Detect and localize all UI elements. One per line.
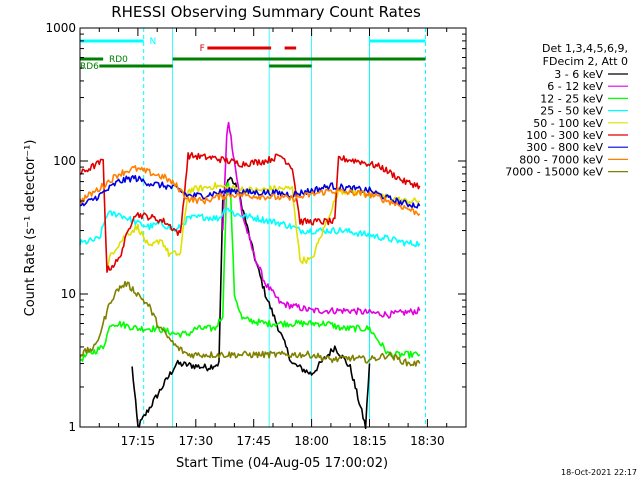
x-axis-label: Start Time (04-Aug-05 17:00:02) <box>176 456 388 471</box>
x-tick-label-2: 17:45 <box>236 434 271 448</box>
series-line-3 <box>79 207 421 248</box>
legend-entry-label-1: 6 - 12 keV <box>547 80 603 93</box>
x-tick-label-4: 18:15 <box>352 434 387 448</box>
axes: 1 10 100 1000 17:15 17:30 17:45 18:00 18:15 18:30 <box>45 21 466 448</box>
series-line-5 <box>79 152 421 273</box>
state-bar-label-f: F <box>200 44 205 54</box>
state-bar-label-n: N <box>149 37 156 47</box>
y-tick-label-3: 1000 <box>45 21 76 35</box>
legend-entry-label-5: 100 - 300 keV <box>526 129 603 142</box>
series-line-2 <box>79 182 421 362</box>
legend-entry-label-0: 3 - 6 keV <box>554 68 603 81</box>
x-tick-label-5: 18:30 <box>410 434 445 448</box>
x-tick-label-3: 18:00 <box>294 434 329 448</box>
state-bar-label-rd6: RD6 <box>80 62 99 72</box>
legend-header-line-1: Det 1,3,4,5,6,9, <box>542 42 628 55</box>
legend-entry-label-6: 300 - 800 keV <box>526 141 603 154</box>
legend-entry-label-8: 7000 - 15000 keV <box>505 166 603 179</box>
legend-header-line-2: FDecim 2, Att 0 <box>543 55 628 68</box>
y-tick-label-2: 100 <box>53 154 76 168</box>
plot-area: N F RD0 RD6 <box>79 28 426 430</box>
series-line-1 <box>222 121 421 319</box>
y-tick-label-0: 1 <box>68 420 76 434</box>
x-tick-label-0: 17:15 <box>121 434 156 448</box>
legend-entry-label-2: 12 - 25 keV <box>540 92 603 105</box>
series-line-7 <box>79 165 421 216</box>
legend: Det 1,3,4,5,6,9, FDecim 2, Att 0 3 - 6 k… <box>505 42 628 179</box>
legend-entry-label-4: 50 - 100 keV <box>533 117 603 130</box>
chart-title: RHESSI Observing Summary Count Rates <box>111 3 421 21</box>
x-tick-label-1: 17:30 <box>179 434 214 448</box>
state-bar-label-rd0: RD0 <box>109 55 128 65</box>
legend-entry-label-3: 25 - 50 keV <box>540 105 603 118</box>
series-line-8 <box>79 280 421 367</box>
y-tick-label-1: 10 <box>61 287 76 301</box>
y-axis-label: Count Rate (s⁻¹ detector⁻¹) <box>23 140 38 317</box>
legend-entry-label-7: 800 - 7000 keV <box>519 153 603 166</box>
generation-timestamp: 18-Oct-2021 22:17 <box>561 468 637 477</box>
